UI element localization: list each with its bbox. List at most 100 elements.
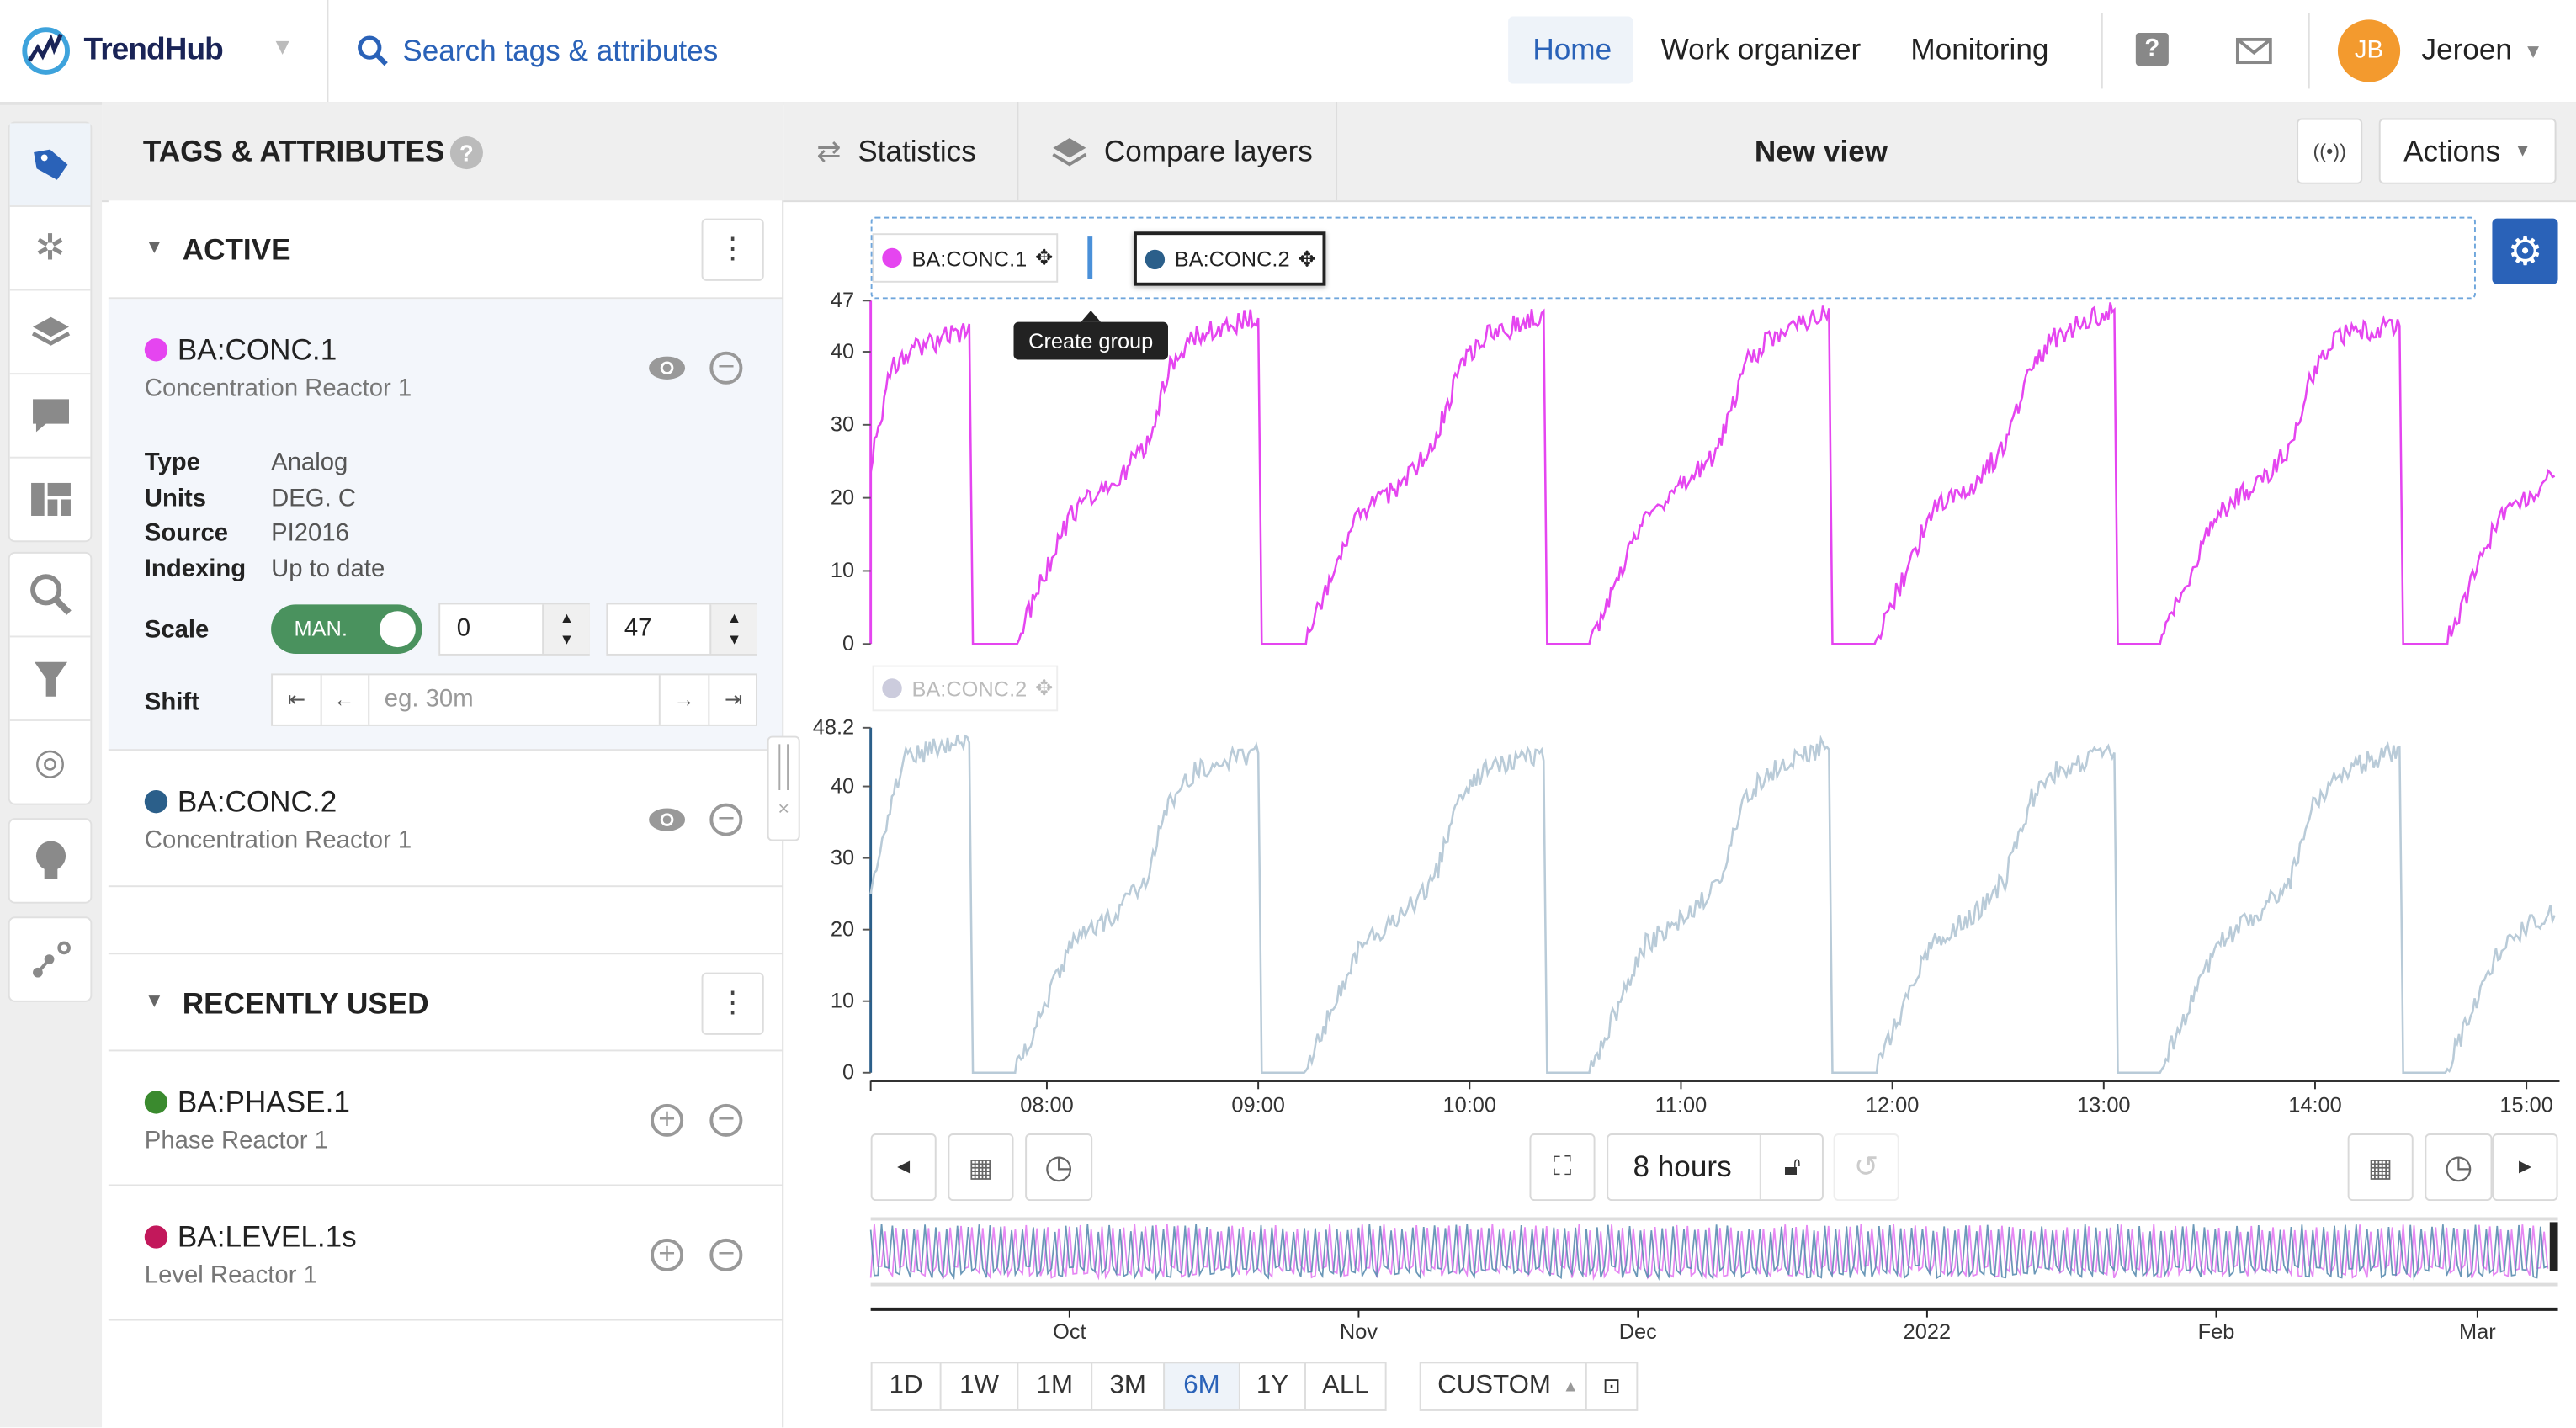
- step-chart-icon: ⛶: [1553, 1152, 1572, 1181]
- nav-home[interactable]: Home: [1532, 33, 1612, 66]
- sidebar-group: [8, 916, 93, 1002]
- scale-max-input[interactable]: 47 ▲ ▼: [606, 603, 757, 656]
- divider: [327, 0, 329, 103]
- eye-icon[interactable]: [647, 807, 687, 833]
- color-dot[interactable]: [144, 338, 168, 362]
- range-button-1M[interactable]: 1M: [1017, 1362, 1093, 1411]
- collapse-caret-icon[interactable]: ▼: [144, 235, 165, 258]
- active-menu-button[interactable]: ⋮: [701, 218, 764, 281]
- sidebar-dashboard-button[interactable]: [10, 459, 91, 541]
- sidebar-tools-button[interactable]: ✲: [9, 207, 91, 291]
- fit-range-button[interactable]: ⊡: [1585, 1362, 1639, 1411]
- range-button-1Y[interactable]: 1Y: [1238, 1362, 1306, 1411]
- pan-left-button[interactable]: ◀: [870, 1133, 937, 1202]
- navigator-window-handle[interactable]: [2549, 1222, 2558, 1271]
- actions-button[interactable]: Actions ▼: [2378, 118, 2557, 184]
- type-label: Type: [144, 448, 200, 477]
- avatar[interactable]: JB: [2337, 19, 2401, 82]
- start-date-button[interactable]: ▦: [948, 1133, 1014, 1202]
- tag-card-conc1[interactable]: BA:CONC.1 Concentration Reactor 1 − Type…: [108, 299, 783, 751]
- start-time-button[interactable]: ◷: [1025, 1133, 1093, 1202]
- remove-icon[interactable]: −: [709, 351, 743, 385]
- x-tick-label: 14:00: [2288, 1094, 2341, 1117]
- range-button-ALL[interactable]: ALL: [1304, 1362, 1387, 1411]
- legend-item-conc2[interactable]: BA:CONC.2 ✥: [1133, 231, 1326, 286]
- stepper-icon[interactable]: ▲ ▼: [542, 604, 590, 654]
- nav-monitoring[interactable]: Monitoring: [1910, 33, 2049, 66]
- remove-icon[interactable]: −: [709, 1238, 743, 1271]
- mail-icon[interactable]: [2235, 37, 2272, 65]
- range-button-3M[interactable]: 3M: [1091, 1362, 1166, 1411]
- collapse-caret-icon[interactable]: ▼: [144, 989, 165, 1012]
- scale-mode-toggle[interactable]: MAN.: [271, 604, 422, 654]
- tag-card-phase1[interactable]: BA:PHASE.1 Phase Reactor 1 + −: [108, 1051, 783, 1186]
- x-tick-label: 13:00: [2077, 1094, 2130, 1117]
- shift-forward-icon[interactable]: →: [658, 675, 709, 725]
- tab-statistics[interactable]: ⇄ Statistics: [783, 102, 1019, 201]
- user-menu-caret-icon[interactable]: ▼: [2523, 39, 2543, 63]
- interpolation-button[interactable]: ⛶: [1529, 1133, 1596, 1202]
- scale-min-input[interactable]: 0 ▲ ▼: [438, 603, 590, 656]
- end-time-button[interactable]: ◷: [2425, 1133, 2493, 1202]
- shift-forward-large-icon[interactable]: ⇥: [708, 675, 757, 725]
- shift-back-large-icon[interactable]: ⇤: [273, 675, 322, 725]
- sidebar-search-button[interactable]: [9, 554, 91, 638]
- end-date-button[interactable]: ▦: [2347, 1133, 2414, 1202]
- move-icon[interactable]: ✥: [1298, 245, 1316, 271]
- trend-chart[interactable]: 0 10 20 30 40 47 0 10 20 30 40 48.2 08:00 09:00 10:00 1…: [783, 279, 2576, 1150]
- user-name[interactable]: Jeroen: [2421, 33, 2512, 66]
- recent-menu-button[interactable]: ⋮: [701, 972, 764, 1035]
- color-dot[interactable]: [144, 789, 168, 814]
- help-icon[interactable]: ?: [2135, 33, 2169, 66]
- sidebar-insights-button[interactable]: [10, 820, 91, 902]
- view-title[interactable]: New view: [1754, 135, 1888, 168]
- chart-settings-button[interactable]: ⚙: [2492, 218, 2558, 284]
- remove-icon[interactable]: −: [709, 1103, 743, 1137]
- x-tick-label: 11:00: [1655, 1094, 1708, 1117]
- panel-header: TAGS & ATTRIBUTES ?: [102, 102, 784, 203]
- sidebar-scatter-button[interactable]: [10, 918, 91, 1001]
- add-icon[interactable]: +: [651, 1238, 684, 1271]
- tag-card-level1s[interactable]: BA:LEVEL.1s Level Reactor 1 + −: [108, 1186, 783, 1321]
- panel-title: TAGS & ATTRIBUTES: [142, 135, 445, 168]
- duration-control[interactable]: 8 hours 🔓︎: [1607, 1133, 1824, 1202]
- navigator[interactable]: Oct Nov Dec 2022 Feb Mar: [863, 1209, 2571, 1349]
- layers-icon: [1052, 137, 1087, 167]
- app-dropdown-caret-icon[interactable]: ▼: [271, 33, 295, 60]
- live-mode-button[interactable]: ((•)): [2297, 118, 2363, 184]
- sidebar-tags-button[interactable]: [9, 123, 91, 207]
- nav-work-organizer[interactable]: Work organizer: [1660, 33, 1862, 66]
- search-input[interactable]: Search tags & attributes: [402, 34, 719, 68]
- y-tick-label: 30: [831, 413, 854, 437]
- close-icon[interactable]: ×: [778, 796, 790, 820]
- range-button-6M[interactable]: 6M: [1163, 1362, 1240, 1411]
- sidebar-filter-button[interactable]: [9, 637, 91, 722]
- help-icon[interactable]: ?: [449, 136, 483, 170]
- move-icon[interactable]: ✥: [1035, 675, 1054, 700]
- panel-resize-handle[interactable]: ×: [767, 735, 800, 841]
- legend-item-faded[interactable]: BA:CONC.2 ✥: [872, 665, 1059, 712]
- range-button-1W[interactable]: 1W: [939, 1362, 1019, 1411]
- range-button-1D[interactable]: 1D: [870, 1362, 942, 1411]
- legend-area: [870, 216, 2476, 300]
- shift-input[interactable]: eg. 30m: [384, 685, 474, 714]
- stepper-icon[interactable]: ▲ ▼: [709, 604, 757, 654]
- lock-icon[interactable]: 🔓︎: [1759, 1134, 1824, 1200]
- history-button[interactable]: ↺: [1833, 1133, 1899, 1202]
- pan-right-button[interactable]: ▶: [2492, 1133, 2558, 1202]
- sidebar-layers-button[interactable]: [9, 291, 91, 375]
- legend-item-conc1[interactable]: BA:CONC.1 ✥: [872, 233, 1059, 283]
- sidebar-fingerprint-button[interactable]: ◎: [10, 721, 91, 804]
- add-icon[interactable]: +: [651, 1103, 684, 1137]
- tag-card-conc2[interactable]: BA:CONC.2 Concentration Reactor 1 −: [108, 751, 783, 888]
- custom-range-button[interactable]: CUSTOM ▲: [1419, 1362, 1587, 1411]
- tab-compare-layers[interactable]: Compare layers: [1018, 102, 1338, 201]
- move-icon[interactable]: ✥: [1035, 244, 1054, 270]
- sidebar-comments-button[interactable]: [9, 374, 91, 459]
- eye-icon[interactable]: [647, 355, 687, 381]
- tag-description: Level Reactor 1: [144, 1261, 317, 1290]
- shift-back-icon[interactable]: ←: [321, 675, 370, 725]
- remove-icon[interactable]: −: [709, 803, 743, 836]
- lightbulb-icon: [35, 841, 66, 879]
